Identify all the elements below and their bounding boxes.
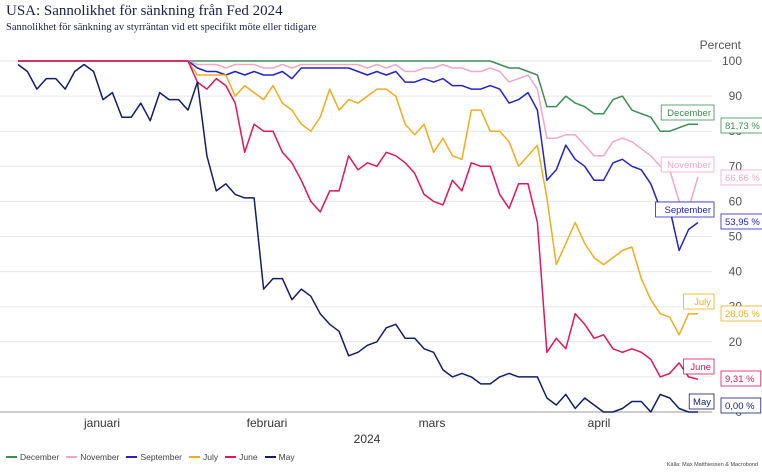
series-name-label: July bbox=[694, 297, 711, 308]
legend-item: November bbox=[66, 452, 119, 462]
legend-label: September bbox=[140, 452, 183, 462]
series-line-may bbox=[17, 63, 698, 413]
x-tick-label: januari bbox=[83, 416, 120, 430]
y-tick-label: 60 bbox=[729, 194, 743, 208]
series-line-july bbox=[18, 60, 698, 336]
series-name-box bbox=[683, 293, 715, 310]
legend-swatch bbox=[189, 456, 201, 458]
y-tick-label: 40 bbox=[729, 265, 743, 279]
series-value-label: 53,95 % bbox=[725, 217, 760, 228]
series-name-label: June bbox=[690, 362, 711, 373]
series-line-june bbox=[18, 60, 699, 381]
legend-swatch bbox=[264, 456, 276, 458]
series-end-labels: December 81,73 % November 66,66 % September 5… bbox=[655, 104, 762, 414]
y-tick-label: 100 bbox=[722, 54, 742, 68]
y-tick-label: 90 bbox=[729, 89, 743, 103]
series-name-label: November bbox=[667, 160, 711, 171]
series-name-label: May bbox=[693, 397, 711, 408]
series-value-box bbox=[720, 169, 762, 186]
legend-label: November bbox=[80, 452, 120, 462]
series-lines bbox=[17, 60, 699, 413]
series-value-label: 81,73 % bbox=[725, 121, 760, 132]
series-name-box bbox=[688, 393, 715, 410]
y-tick-label: 20 bbox=[729, 335, 743, 349]
legend-swatch bbox=[126, 456, 138, 458]
series-value-box bbox=[720, 397, 762, 414]
legend-swatch bbox=[225, 456, 237, 458]
legend-label: May bbox=[278, 452, 295, 462]
y-axis-label: Percent bbox=[700, 38, 742, 52]
legend: December November September July June May bbox=[6, 452, 295, 462]
series-name-box bbox=[660, 156, 715, 173]
series-name-box bbox=[683, 358, 715, 375]
gridlines bbox=[0, 60, 712, 413]
series-value-box bbox=[720, 213, 762, 230]
x-tick-label: februari bbox=[247, 416, 288, 430]
series-value-box bbox=[720, 370, 762, 387]
x-tick-label: april bbox=[588, 416, 611, 430]
series-name-box bbox=[660, 104, 715, 121]
legend-swatch bbox=[66, 456, 78, 458]
legend-item: July bbox=[189, 452, 218, 462]
x-tick-label: mars bbox=[419, 416, 446, 430]
x-year-label: 2024 bbox=[354, 432, 381, 446]
series-value-label: 28,05 % bbox=[725, 309, 760, 320]
series-name-box bbox=[655, 201, 715, 218]
x-axis-labels: januari februari mars april 2024 bbox=[83, 416, 610, 446]
series-value-label: 0,00 % bbox=[725, 401, 755, 412]
series-value-box bbox=[720, 305, 762, 322]
series-line-november bbox=[18, 60, 699, 210]
legend-swatch bbox=[6, 456, 17, 458]
series-value-label: 9,31 % bbox=[725, 374, 755, 385]
chart-title: USA: Sannolikhet för sänkning från Fed 2… bbox=[6, 3, 283, 19]
chart-subtitle: Sannolikhet för sänkning av styrräntan v… bbox=[6, 22, 317, 33]
legend-item: December bbox=[6, 452, 59, 462]
source-note: Källa: Max Matthiessen & Macrobond bbox=[666, 462, 758, 468]
series-name-label: December bbox=[667, 108, 711, 119]
legend-item: June bbox=[225, 452, 258, 462]
series-name-label: September bbox=[665, 205, 711, 216]
legend-label: June bbox=[239, 452, 258, 462]
legend-item: May bbox=[264, 452, 295, 462]
legend-label: December bbox=[20, 452, 60, 462]
series-value-box bbox=[720, 117, 762, 134]
legend-label: July bbox=[203, 452, 219, 462]
y-tick-label: 50 bbox=[729, 230, 743, 244]
legend-item: September bbox=[126, 452, 182, 462]
series-value-label: 66,66 % bbox=[725, 173, 760, 184]
